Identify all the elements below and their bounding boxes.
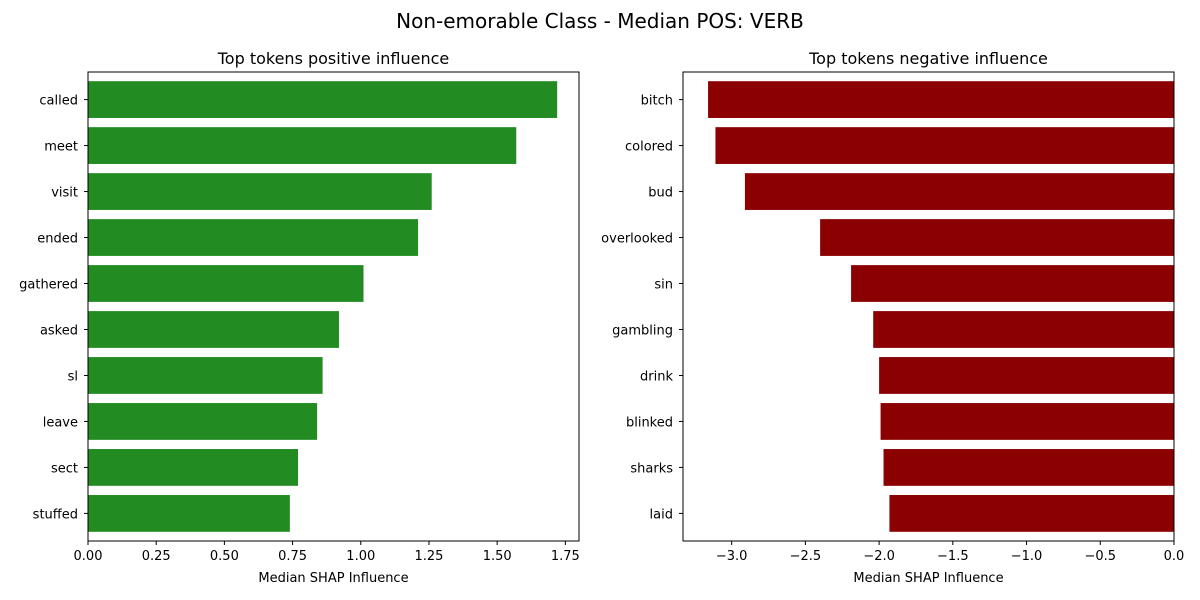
x-tick-label: 0.50 [210, 549, 239, 564]
axes-title: Top tokens positive influence [217, 49, 450, 68]
bar-leave [88, 403, 318, 440]
x-tick-label: −1.5 [937, 549, 969, 564]
bar-asked [88, 311, 339, 348]
x-tick-label: −2.5 [790, 549, 822, 564]
y-tick-label: laid [650, 507, 673, 522]
y-tick-label: visit [51, 186, 78, 201]
bar-sect [88, 449, 299, 486]
bar-sin [851, 265, 1174, 302]
y-tick-label: asked [40, 323, 78, 338]
axes-frame [87, 71, 580, 542]
y-tick-label: overlooked [601, 232, 673, 247]
y-tick-label: sl [68, 369, 78, 384]
x-tick-label: 0.00 [74, 549, 103, 564]
bar-drink [879, 357, 1174, 394]
bar-laid [889, 495, 1174, 532]
x-tick-label: 0.0 [1164, 549, 1185, 564]
x-tick-label: 1.75 [551, 549, 580, 564]
x-tick-label: −3.0 [716, 549, 748, 564]
y-tick-label: sect [51, 461, 78, 476]
x-axis-label: Median SHAP Influence [258, 571, 408, 586]
y-tick-label: leave [43, 415, 78, 430]
x-tick-label: 0.75 [278, 549, 307, 564]
bar-bitch [708, 81, 1174, 118]
bar-colored [715, 127, 1174, 164]
y-tick-label: gathered [19, 278, 78, 293]
y-tick-label: sin [654, 278, 673, 293]
x-tick-label: 1.00 [346, 549, 375, 564]
bar-bud [744, 173, 1174, 210]
figure-title: Non-emorable Class - Median POS: VERB [396, 9, 804, 33]
y-tick-label: ended [37, 232, 78, 247]
axes-title: Top tokens negative influence [808, 49, 1048, 68]
bar-gathered [88, 265, 364, 302]
y-tick-label: sharks [630, 461, 673, 476]
bar-overlooked [820, 219, 1174, 256]
positive-influence-panel: Top tokens positive influence called meet v… [19, 49, 580, 586]
bar-ended [88, 219, 419, 256]
negative-influence-panel: Top tokens negative influence bitch colore… [601, 49, 1184, 586]
y-tick-label: drink [640, 369, 673, 384]
y-tick-label: gambling [612, 323, 673, 338]
y-tick-label: meet [44, 140, 78, 155]
bar-gambling [873, 311, 1174, 348]
axes-frame [682, 71, 1175, 542]
y-tick-label: stuffed [33, 507, 78, 522]
bar-visit [88, 173, 432, 210]
y-tick-label: colored [625, 140, 673, 155]
x-tick-label: 1.25 [414, 549, 443, 564]
y-tick-label: blinked [626, 415, 673, 430]
bar-stuffed [88, 495, 290, 532]
x-tick-label: −2.0 [863, 549, 895, 564]
x-tick-label: −1.0 [1011, 549, 1043, 564]
y-tick-label: bitch [641, 94, 673, 109]
y-tick-label: called [39, 94, 78, 109]
bar-sl [88, 357, 323, 394]
bar-called [88, 81, 558, 118]
x-tick-label: 0.25 [142, 549, 171, 564]
x-axis-label: Median SHAP Influence [853, 571, 1003, 586]
bar-meet [88, 127, 517, 164]
bar-blinked [880, 403, 1174, 440]
y-tick-label: bud [648, 186, 673, 201]
x-tick-label: 1.50 [483, 549, 512, 564]
x-tick-label: −0.5 [1084, 549, 1116, 564]
bar-sharks [883, 449, 1174, 486]
